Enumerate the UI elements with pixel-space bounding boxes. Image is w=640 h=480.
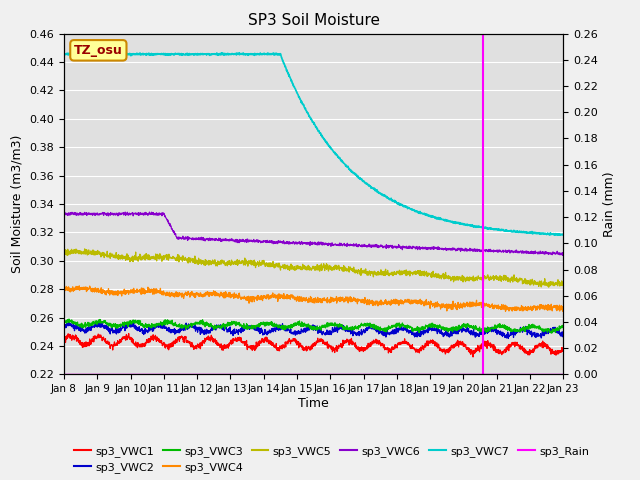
sp3_VWC5: [290, 264, 298, 270]
sp3_VWC2: [504, 336, 512, 341]
sp3_VWC4: [86, 283, 93, 289]
sp3_VWC5: [545, 281, 553, 287]
sp3_VWC5: [86, 250, 93, 255]
sp3_VWC6: [86, 211, 93, 216]
sp3_VWC1: [469, 354, 477, 360]
sp3_Rain: [545, 372, 552, 377]
Line: sp3_VWC1: sp3_VWC1: [64, 334, 563, 357]
sp3_VWC6: [545, 250, 553, 256]
sp3_VWC4: [290, 295, 298, 300]
sp3_VWC6: [559, 252, 566, 258]
sp3_Rain: [60, 372, 68, 377]
sp3_VWC1: [86, 339, 93, 345]
sp3_Rain: [545, 372, 552, 377]
sp3_VWC3: [454, 326, 461, 332]
sp3_VWC4: [559, 308, 566, 314]
sp3_VWC6: [60, 212, 68, 218]
sp3_VWC5: [559, 279, 567, 285]
sp3_VWC7: [303, 109, 311, 115]
sp3_VWC7: [60, 52, 68, 58]
Line: sp3_VWC2: sp3_VWC2: [64, 322, 563, 338]
Y-axis label: Soil Moisture (m3/m3): Soil Moisture (m3/m3): [11, 135, 24, 273]
sp3_VWC3: [86, 320, 93, 326]
sp3_VWC1: [60, 339, 68, 345]
sp3_VWC1: [545, 345, 553, 351]
sp3_VWC4: [303, 298, 311, 303]
sp3_VWC6: [290, 239, 298, 245]
sp3_Rain: [290, 372, 298, 377]
sp3_VWC7: [86, 51, 93, 57]
sp3_VWC5: [60, 250, 68, 256]
sp3_VWC2: [60, 326, 68, 332]
sp3_VWC2: [545, 330, 553, 336]
sp3_VWC2: [86, 325, 93, 331]
sp3_VWC4: [60, 286, 68, 292]
sp3_VWC4: [559, 305, 567, 311]
sp3_VWC1: [454, 342, 461, 348]
Line: sp3_VWC4: sp3_VWC4: [64, 286, 563, 311]
sp3_VWC4: [545, 307, 553, 313]
sp3_VWC1: [290, 336, 298, 342]
Legend: sp3_VWC1, sp3_VWC2, sp3_VWC3, sp3_VWC4, sp3_VWC5, sp3_VWC6, sp3_VWC7, sp3_Rain: sp3_VWC1, sp3_VWC2, sp3_VWC3, sp3_VWC4, …: [70, 441, 594, 478]
sp3_VWC3: [303, 324, 311, 330]
sp3_VWC7: [559, 232, 567, 238]
sp3_VWC7: [554, 232, 561, 238]
sp3_VWC2: [65, 319, 72, 325]
sp3_VWC4: [545, 304, 552, 310]
sp3_VWC6: [559, 252, 567, 258]
sp3_VWC7: [454, 220, 461, 226]
sp3_VWC2: [290, 329, 298, 335]
sp3_VWC2: [559, 332, 567, 338]
sp3_VWC2: [303, 325, 311, 331]
sp3_VWC6: [454, 247, 461, 252]
Text: TZ_osu: TZ_osu: [74, 44, 123, 57]
sp3_Rain: [303, 372, 310, 377]
sp3_VWC5: [454, 276, 461, 282]
X-axis label: Time: Time: [298, 397, 329, 410]
Line: sp3_VWC3: sp3_VWC3: [64, 319, 563, 333]
sp3_VWC3: [559, 324, 567, 330]
sp3_VWC5: [545, 282, 553, 288]
sp3_VWC1: [125, 331, 132, 336]
sp3_Rain: [453, 372, 461, 377]
Line: sp3_VWC7: sp3_VWC7: [64, 53, 563, 235]
sp3_VWC7: [290, 84, 298, 89]
Y-axis label: Rain (mm): Rain (mm): [604, 171, 616, 237]
sp3_VWC4: [76, 283, 83, 289]
sp3_VWC7: [545, 231, 552, 237]
sp3_VWC1: [303, 348, 311, 353]
sp3_VWC7: [218, 50, 225, 56]
sp3_VWC5: [303, 265, 311, 271]
sp3_Rain: [559, 372, 567, 377]
sp3_VWC5: [545, 284, 552, 290]
sp3_VWC3: [65, 316, 73, 322]
Line: sp3_VWC5: sp3_VWC5: [64, 249, 563, 287]
sp3_VWC2: [545, 328, 553, 334]
sp3_VWC5: [81, 246, 88, 252]
Title: SP3 Soil Moisture: SP3 Soil Moisture: [248, 13, 380, 28]
sp3_VWC6: [303, 240, 311, 246]
sp3_VWC1: [545, 346, 553, 351]
sp3_VWC6: [545, 251, 552, 256]
Line: sp3_VWC6: sp3_VWC6: [64, 212, 563, 255]
sp3_VWC4: [454, 307, 461, 312]
sp3_VWC7: [545, 231, 553, 237]
sp3_VWC3: [547, 330, 555, 336]
sp3_VWC1: [559, 346, 567, 352]
sp3_VWC6: [122, 209, 129, 215]
sp3_VWC2: [454, 329, 461, 335]
sp3_Rain: [86, 372, 93, 377]
sp3_VWC3: [545, 326, 553, 332]
sp3_VWC3: [290, 322, 298, 328]
sp3_VWC3: [545, 327, 552, 333]
sp3_VWC3: [60, 319, 68, 325]
